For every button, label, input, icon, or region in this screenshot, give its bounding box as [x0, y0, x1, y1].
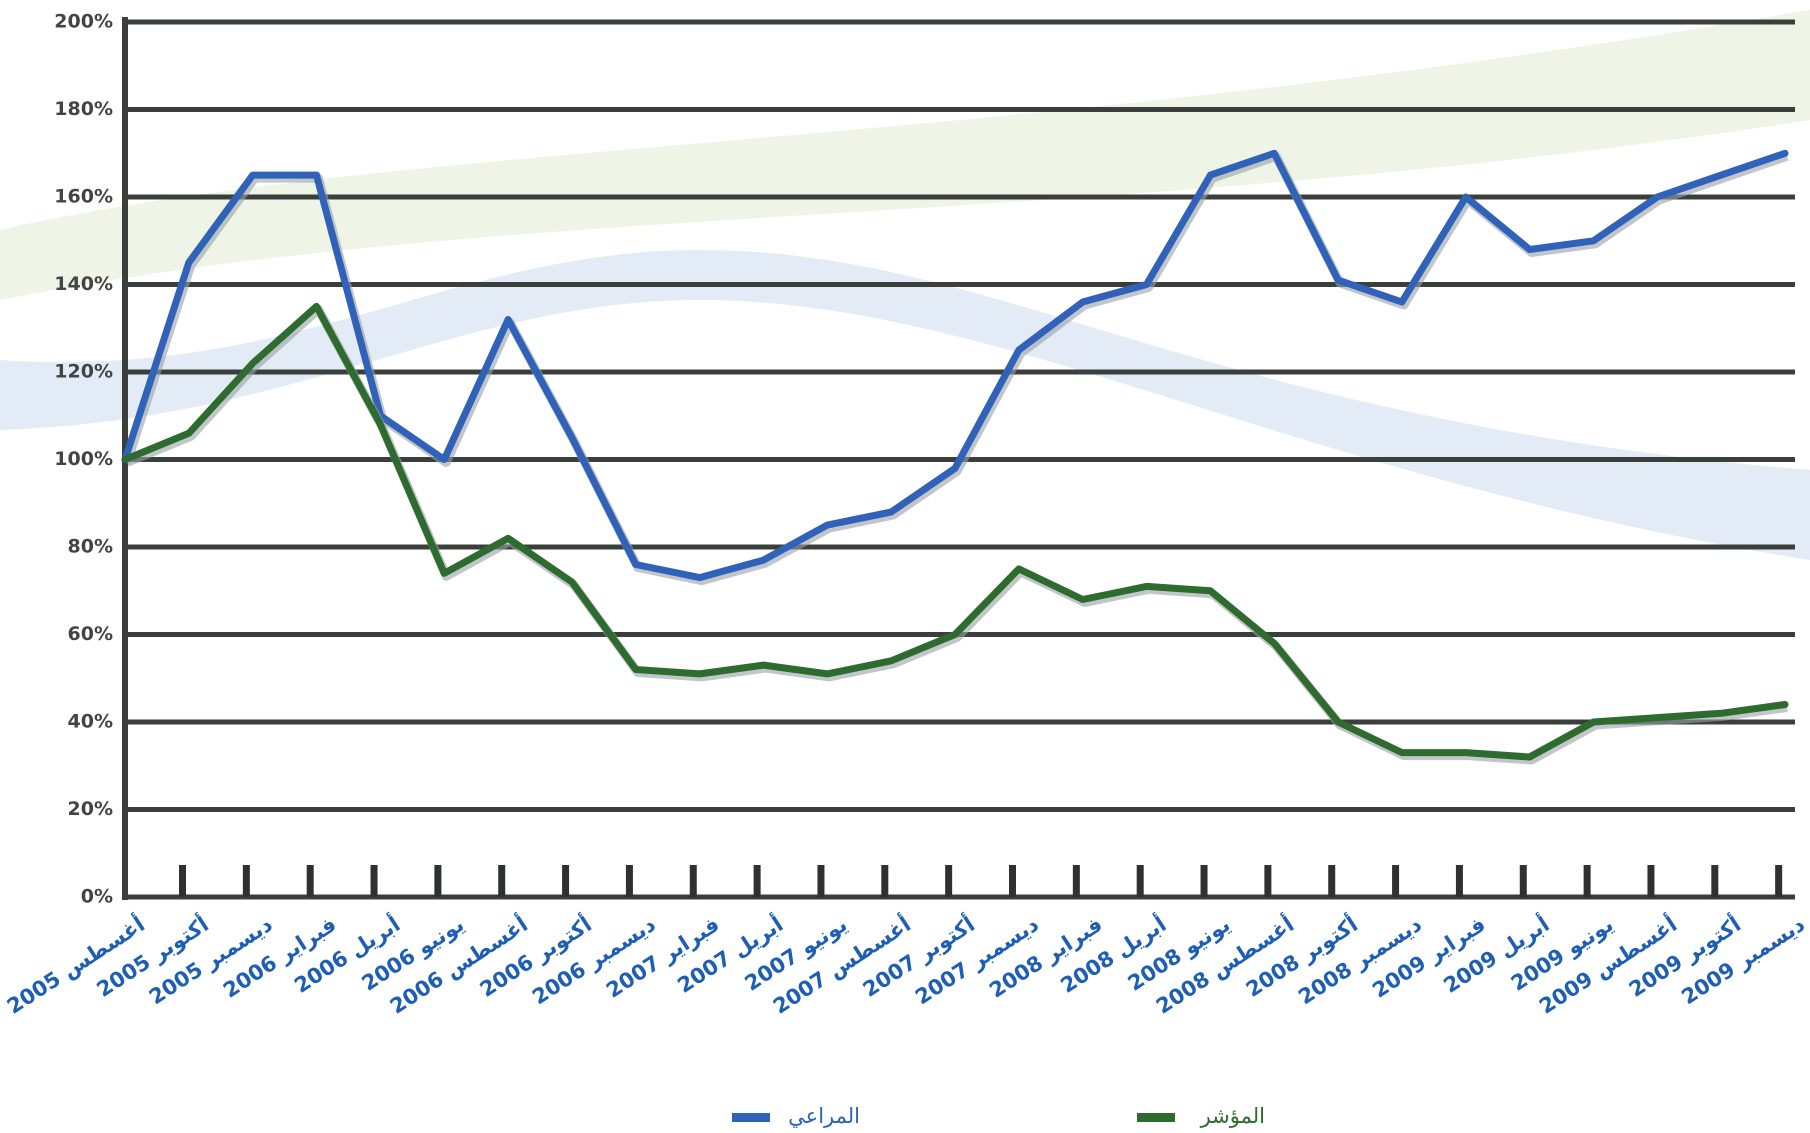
x-tick-mark [1775, 865, 1783, 897]
decor-swoosh [0, 10, 1810, 300]
x-tick-mark [945, 865, 953, 897]
x-tick-mark [1519, 865, 1527, 897]
series-line [121, 149, 1789, 582]
x-tick-mark [1647, 865, 1655, 897]
x-tick-mark [1711, 865, 1719, 897]
x-tick-mark [434, 865, 442, 897]
y-tick-label: 180% [54, 98, 113, 120]
y-tick-label: 20% [68, 798, 113, 820]
x-tick-mark [1455, 865, 1463, 897]
y-tick-label: 0% [81, 886, 113, 908]
y-tick-label: 140% [54, 273, 113, 295]
x-tick-mark [625, 865, 633, 897]
series-shadow [125, 304, 1788, 765]
x-tick-mark [753, 865, 761, 897]
x-tick-mark [370, 865, 378, 897]
legend-swatch [1137, 1113, 1175, 1122]
legend-label: المؤشر [1200, 1104, 1265, 1128]
y-tick-label: 60% [68, 623, 113, 645]
series-line [121, 302, 1789, 761]
y-tick-label: 100% [54, 448, 113, 470]
decor-swoosh [0, 250, 1810, 560]
y-tick-label: 200% [54, 11, 113, 33]
x-tick-mark [1583, 865, 1591, 897]
x-tick-mark [1136, 865, 1144, 897]
x-tick-mark [1264, 865, 1272, 897]
x-tick-mark [1009, 865, 1016, 897]
legend-swatch [732, 1113, 770, 1122]
x-tick-mark [817, 865, 825, 897]
x-tick-mark [881, 865, 889, 897]
x-tick-mark [1200, 865, 1208, 897]
x-tick-mark [1072, 865, 1080, 897]
x-tick-mark [306, 865, 314, 897]
x-tick-mark [1392, 865, 1400, 897]
x-tick-mark [179, 865, 186, 897]
x-tick-mark [562, 865, 570, 897]
y-tick-label: 120% [54, 361, 113, 383]
y-tick-label: 80% [68, 536, 113, 558]
legend-label: المراعي [788, 1104, 860, 1128]
y-tick-label: 160% [54, 186, 113, 208]
x-tick-mark [242, 865, 250, 897]
background-decoration [0, 10, 1810, 560]
x-tick-mark [498, 865, 506, 897]
x-tick-mark [689, 865, 697, 897]
x-tick-mark [1328, 865, 1336, 897]
y-tick-label: 40% [68, 711, 113, 733]
